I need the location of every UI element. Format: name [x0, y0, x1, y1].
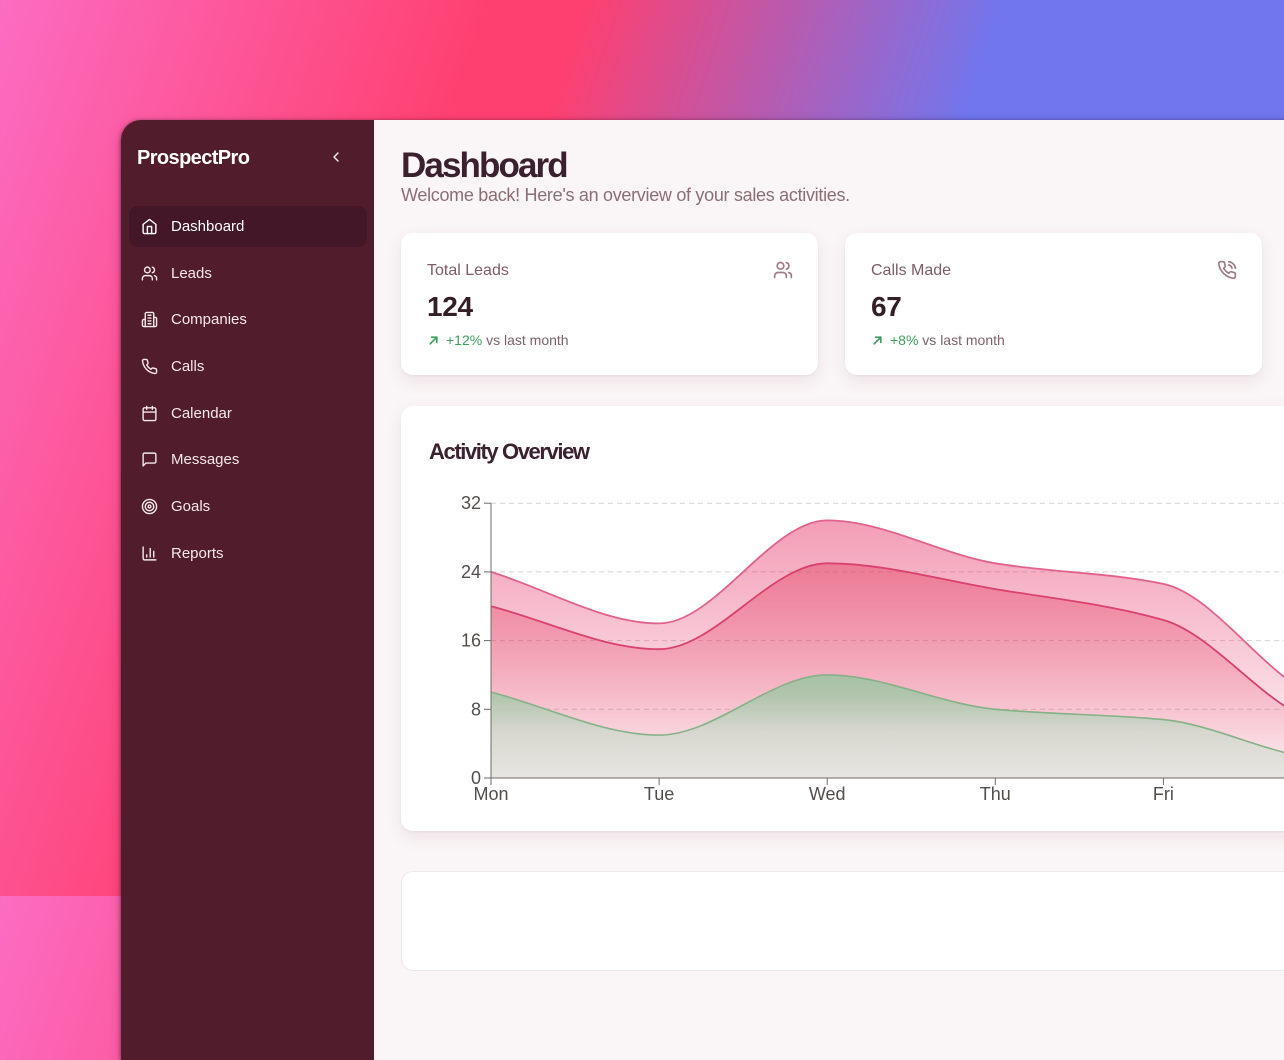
svg-text:24: 24 [461, 562, 481, 582]
svg-text:8: 8 [471, 699, 481, 719]
svg-text:Wed: Wed [809, 784, 846, 804]
svg-text:Fri: Fri [1153, 784, 1174, 804]
svg-text:32: 32 [461, 493, 481, 513]
svg-text:Tue: Tue [644, 784, 674, 804]
svg-text:Thu: Thu [980, 784, 1011, 804]
svg-text:Mon: Mon [473, 784, 508, 804]
svg-text:0: 0 [471, 768, 481, 788]
svg-text:16: 16 [461, 631, 481, 651]
